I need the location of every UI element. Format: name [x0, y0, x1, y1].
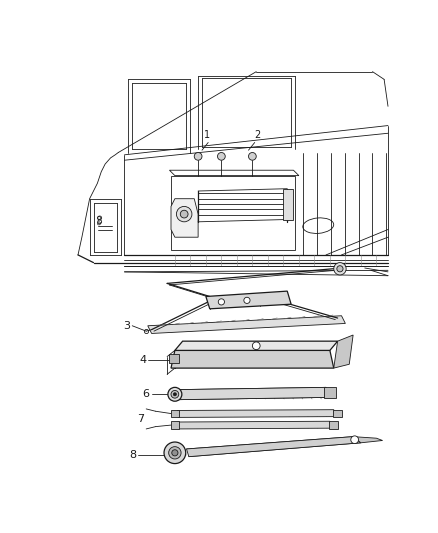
Polygon shape: [206, 291, 291, 309]
Polygon shape: [177, 410, 336, 417]
Text: 1: 1: [204, 130, 210, 140]
Bar: [329, 421, 339, 429]
Circle shape: [248, 152, 256, 160]
Circle shape: [180, 210, 188, 218]
Bar: [170, 354, 179, 364]
Polygon shape: [187, 437, 361, 457]
Polygon shape: [177, 421, 332, 429]
Text: 6: 6: [142, 389, 149, 399]
Polygon shape: [171, 350, 334, 368]
Text: 4: 4: [139, 354, 146, 365]
Text: 8: 8: [129, 450, 136, 460]
Polygon shape: [353, 437, 382, 443]
Circle shape: [252, 342, 260, 350]
Bar: [333, 410, 342, 417]
Circle shape: [351, 436, 359, 443]
Polygon shape: [171, 199, 198, 237]
Circle shape: [171, 391, 179, 398]
Circle shape: [168, 387, 182, 401]
Bar: [171, 410, 179, 417]
Polygon shape: [148, 316, 346, 334]
Bar: [171, 421, 179, 429]
Circle shape: [334, 263, 346, 275]
Circle shape: [244, 297, 250, 303]
Circle shape: [194, 152, 202, 160]
Circle shape: [164, 442, 186, 464]
Text: 7: 7: [137, 414, 144, 424]
Circle shape: [173, 393, 177, 396]
Circle shape: [172, 450, 178, 456]
Circle shape: [177, 206, 192, 222]
Text: 3: 3: [123, 321, 130, 331]
Circle shape: [218, 299, 224, 305]
Polygon shape: [334, 335, 353, 368]
Text: 2: 2: [254, 130, 261, 140]
Bar: [283, 189, 293, 220]
Circle shape: [337, 265, 343, 272]
Circle shape: [218, 152, 225, 160]
Polygon shape: [175, 341, 338, 350]
Circle shape: [169, 447, 181, 459]
Bar: [325, 387, 336, 398]
Polygon shape: [175, 387, 330, 400]
